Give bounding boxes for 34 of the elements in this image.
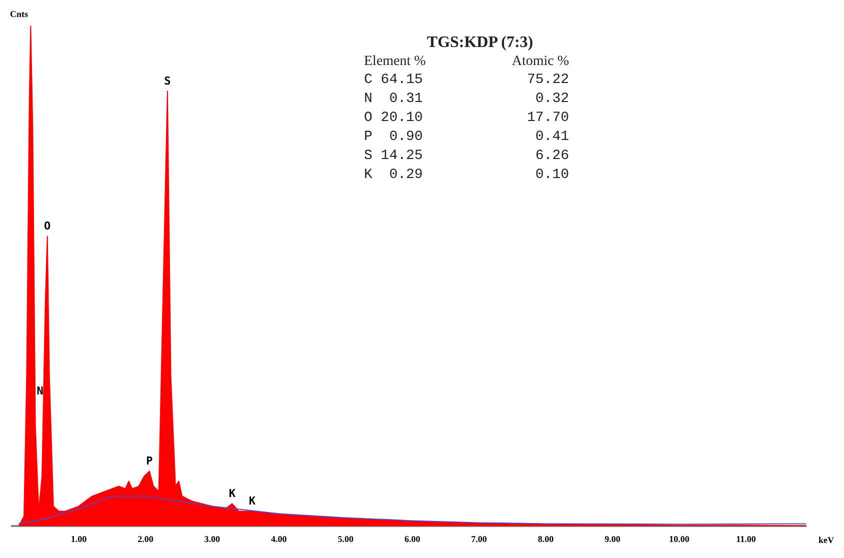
y-axis-title: Cnts [10, 8, 28, 19]
annotation: 17.70 [526, 109, 569, 128]
annotation: K 0.29 [364, 166, 424, 185]
annotation: O 20.10 [364, 109, 424, 128]
x-tick-label: 1.00 [70, 534, 88, 544]
text: TGS:KDP (7:3) [426, 34, 534, 52]
annotation: S [164, 74, 171, 88]
x-tick-label: 8.00 [538, 534, 554, 544]
annotation: 0.32 [534, 90, 569, 109]
annotation: C 64.15 [364, 71, 424, 90]
annotation: K [228, 487, 236, 500]
annotation: Element % [364, 53, 427, 71]
annotation: K [248, 494, 256, 508]
x-axis-title: keV [818, 535, 834, 546]
annotation: 75.22 [526, 71, 569, 90]
annotation: S 14.25 [364, 147, 424, 166]
annotation: P 0.90 [364, 128, 424, 147]
x-tick-label: 11.00 [736, 534, 756, 544]
annotation: N 0.31 [364, 90, 424, 109]
annotation: O [44, 219, 52, 232]
x-tick-label: 2.00 [138, 534, 154, 544]
x-tick-label: 9.00 [604, 534, 621, 544]
annotation: 0.41 [534, 128, 569, 147]
x-tick-label: 4.00 [271, 534, 288, 544]
annotation: P [146, 454, 154, 468]
x-tick-label: 10.00 [669, 534, 690, 544]
annotation: N [36, 384, 44, 398]
annotation: Atomic % [510, 53, 569, 71]
annotation: 6.26 [534, 147, 569, 166]
x-tick-label: 3.00 [204, 534, 221, 544]
annotation: 0.10 [534, 166, 569, 185]
x-tick-label: 7.00 [471, 534, 488, 544]
x-tick-label: 6.00 [404, 534, 421, 544]
x-tick-label: 5.00 [338, 534, 354, 544]
